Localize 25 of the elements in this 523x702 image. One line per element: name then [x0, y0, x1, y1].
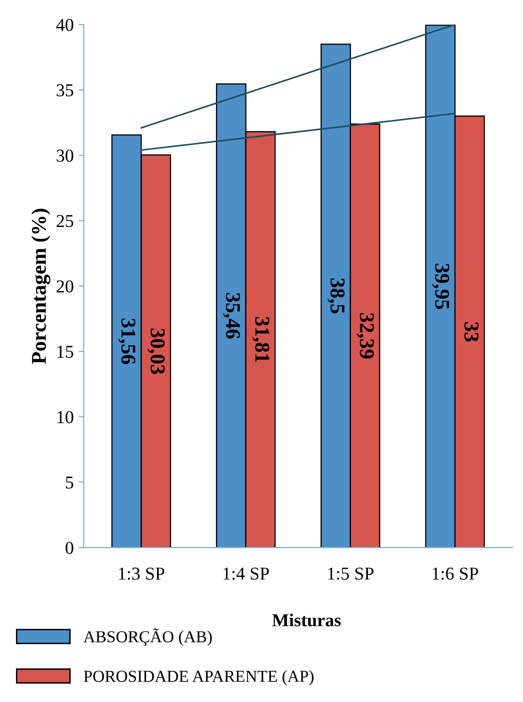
y-axis-title: Porcentagem (%) — [31, 208, 50, 364]
data-label: 31,81 — [252, 316, 270, 362]
y-tick-label: 10 — [57, 411, 74, 424]
data-label: 39,95 — [432, 264, 450, 310]
data-label: 33 — [464, 322, 478, 342]
y-tick-label: 25 — [56, 215, 74, 228]
y-tick-label: 5 — [66, 476, 74, 489]
data-label: 31,56 — [118, 318, 136, 364]
y-tick-label: 15 — [57, 346, 74, 358]
y-tick-label: 40 — [56, 18, 74, 32]
data-label: 32,39 — [356, 313, 374, 358]
x-tick-label: 1:3 SP — [118, 568, 164, 580]
x-tick-label: 1:5 SP — [328, 568, 374, 580]
x-axis-title: Misturas — [272, 614, 341, 626]
data-label: 30,03 — [148, 328, 165, 374]
y-tick-label: 35 — [56, 84, 74, 96]
x-tick-label: 1:4 SP — [224, 568, 269, 580]
data-label: 38,5 — [328, 278, 345, 314]
y-tick-label: 30 — [56, 150, 74, 162]
legend-label: ABSORÇÃO (AB) — [83, 628, 212, 646]
legend-label: POROSIDADE APARENTE (AP) — [84, 670, 314, 686]
y-tick-label: 0 — [66, 542, 74, 554]
data-label: 35,46 — [222, 293, 240, 339]
y-tick-label: 20 — [56, 280, 74, 293]
x-tick-label: 1:6 SP — [432, 568, 478, 580]
